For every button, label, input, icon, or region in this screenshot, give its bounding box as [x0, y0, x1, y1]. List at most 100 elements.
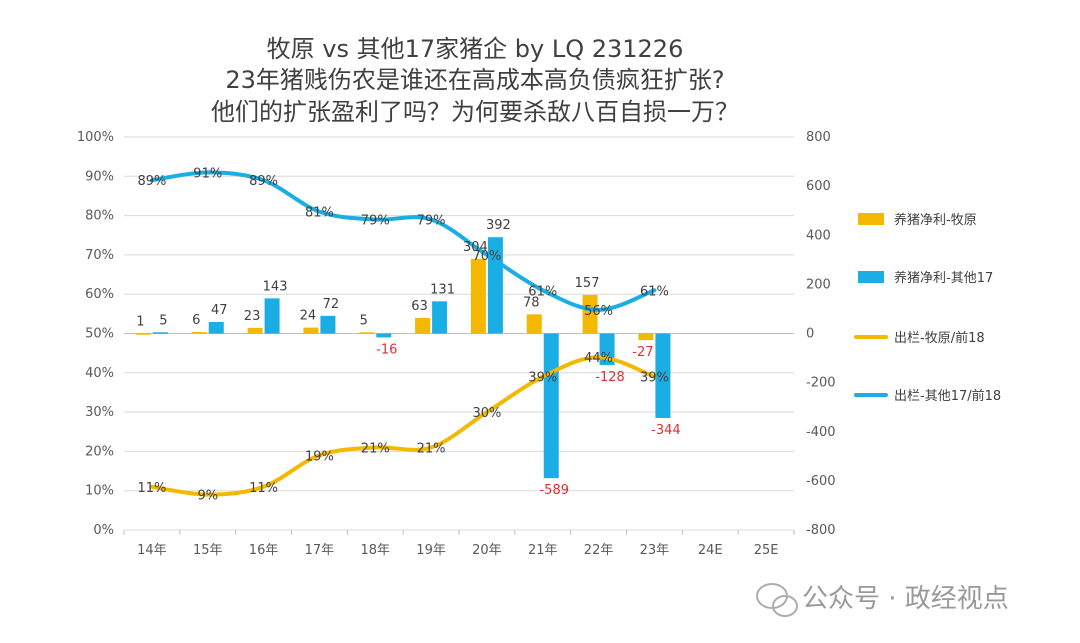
x-tick-label: 16年	[249, 543, 279, 558]
line-value-label: 9%	[197, 489, 218, 504]
title-line-3: 他们的扩张盈利了吗？为何要杀敌八百自损一万？	[211, 98, 739, 126]
line-value-label: 81%	[305, 206, 334, 221]
bar-value-label: -589	[539, 483, 569, 498]
bar-value-label: -27	[632, 345, 653, 360]
title-line-2: 23年猪贱伤农是谁还在高成本高负债疯狂扩张?	[225, 66, 724, 94]
bar-value-label: 143	[263, 279, 288, 294]
bar-value-label: 131	[430, 282, 455, 297]
bar-value-label: 72	[323, 297, 340, 312]
right-tick-label: 200	[806, 277, 831, 292]
x-tick-label: 18年	[360, 543, 390, 558]
bar-value-label: 392	[486, 218, 511, 233]
bar-value-label: 1	[136, 314, 144, 329]
legend-swatch	[858, 213, 884, 225]
x-tick-label: 17年	[305, 543, 335, 558]
bar-muyuan	[638, 333, 654, 341]
bar-value-label: -128	[595, 370, 625, 385]
bar-muyuan	[247, 327, 263, 334]
line-value-label: 79%	[417, 214, 446, 229]
bar-muyuan	[135, 333, 151, 335]
line-value-label: 56%	[584, 304, 613, 319]
left-tick-label: 100%	[77, 130, 114, 145]
line-value-label: 21%	[417, 441, 446, 456]
bar-others	[376, 333, 392, 338]
left-tick-label: 90%	[85, 169, 114, 184]
x-tick-label: 14年	[137, 543, 167, 558]
title-line-1: 牧原 vs 其他17家猪企 by LQ 231226	[267, 35, 684, 63]
legend-label: 出栏-其他17/前18	[894, 388, 1001, 404]
right-tick-label: 0	[806, 327, 814, 342]
legend-swatch	[858, 271, 884, 283]
x-tick-label: 15年	[193, 543, 223, 558]
line-value-label: 19%	[305, 449, 334, 464]
bar-muyuan	[359, 332, 375, 334]
bar-muyuan	[191, 332, 207, 334]
x-tick-label: 24E	[698, 543, 723, 558]
line-value-label: 89%	[137, 174, 166, 189]
x-tick-label: 25E	[754, 543, 779, 558]
bar-value-label: 5	[159, 313, 167, 328]
line-value-label: 39%	[528, 371, 557, 386]
bar-value-label: 24	[300, 309, 317, 324]
line-value-label: 79%	[361, 214, 390, 229]
bar-value-label: 304	[463, 240, 488, 255]
line-value-label: 30%	[472, 406, 501, 421]
right-tick-label: 800	[806, 130, 831, 145]
bar-muyuan	[526, 314, 542, 334]
bar-others	[543, 333, 559, 479]
left-tick-label: 60%	[85, 287, 114, 302]
right-tick-label: -800	[806, 523, 836, 538]
bar-value-label: 6	[192, 313, 200, 328]
legend-label: 出栏-牧原/前18	[894, 330, 985, 346]
bar-value-label: 78	[523, 295, 540, 310]
bar-muyuan	[470, 258, 486, 334]
line-value-label: 21%	[361, 441, 390, 456]
chart-title: 牧原 vs 其他17家猪企 by LQ 231226 23年猪贱伤农是谁还在高成…	[211, 35, 739, 126]
x-tick-label: 23年	[640, 543, 670, 558]
right-tick-label: 600	[806, 179, 831, 194]
watermark: 公众号 · 政经视点	[756, 583, 1009, 617]
left-tick-label: 30%	[85, 405, 114, 420]
bar-value-label: 5	[360, 313, 368, 328]
line-value-label: 11%	[137, 481, 166, 496]
line-muyuan-share	[149, 355, 657, 497]
line-value-label: 91%	[193, 166, 222, 181]
x-tick-label: 20年	[472, 543, 502, 558]
bar-others	[320, 315, 336, 334]
bar-others	[208, 321, 224, 334]
left-tick-label: 50%	[85, 327, 114, 342]
line-value-label: 70%	[472, 249, 501, 264]
bar-others	[152, 332, 168, 334]
left-tick-label: 70%	[85, 248, 114, 263]
line-value-label: 11%	[249, 481, 278, 496]
right-tick-label: -400	[806, 425, 836, 440]
watermark-text: 公众号 · 政经视点	[802, 584, 1009, 614]
bar-muyuan	[303, 327, 319, 334]
left-tick-label: 10%	[85, 484, 114, 499]
bar-muyuan	[582, 294, 598, 334]
legend-label: 养猪净利-其他17	[894, 270, 993, 286]
bar-value-label: 63	[411, 299, 428, 314]
left-tick-label: 80%	[85, 209, 114, 224]
line-value-label: 39%	[640, 371, 669, 386]
left-tick-label: 20%	[85, 444, 114, 459]
wechat-icon	[756, 583, 798, 617]
data-labels: 1 6 23 24 5 63 304 78 157 -27 5 47 143 72 -16 131 392 -58…	[136, 166, 680, 503]
right-tick-label: -600	[806, 474, 836, 489]
bars	[135, 237, 671, 479]
line-value-label: 61%	[640, 284, 669, 299]
left-tick-label: 40%	[85, 366, 114, 381]
bar-value-label: 23	[244, 309, 261, 324]
lines	[149, 170, 657, 497]
line-value-label: 89%	[249, 174, 278, 189]
bar-others	[655, 333, 671, 418]
x-tick-label: 22年	[584, 543, 614, 558]
bar-others	[264, 298, 280, 334]
right-tick-label: -200	[806, 376, 836, 391]
line-value-label: 61%	[528, 284, 557, 299]
line-others-share	[149, 170, 657, 312]
gridlines	[124, 136, 794, 531]
